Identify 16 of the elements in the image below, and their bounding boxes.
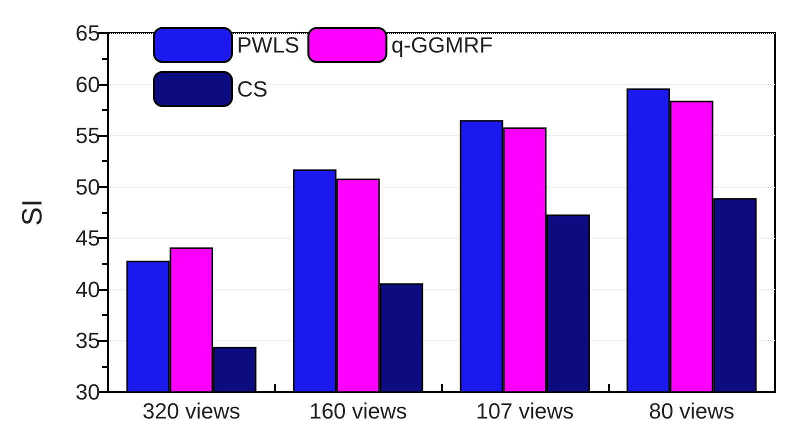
x-tick-label: 160 views — [309, 398, 408, 424]
y-tick-label: 40 — [76, 276, 100, 302]
legend-label: CS — [237, 76, 268, 102]
y-tick-label: 55 — [76, 123, 100, 148]
y-tick-label: 60 — [76, 72, 100, 97]
y-tick-label: 30 — [76, 380, 100, 404]
y-tick-label: 65 — [76, 20, 100, 46]
x-tick-label: 320 views — [142, 398, 240, 424]
y-tick-label: 45 — [76, 226, 100, 251]
x-tick-label: 107 views — [476, 398, 574, 424]
legend-label: q-GGMRF — [391, 32, 493, 58]
y-tick-label: 50 — [76, 174, 100, 200]
x-tick-label: 80 views — [648, 398, 734, 424]
y-axis-title: SI — [16, 199, 48, 226]
y-tick-label: 35 — [76, 328, 100, 354]
legend-label: PWLS — [237, 32, 300, 58]
